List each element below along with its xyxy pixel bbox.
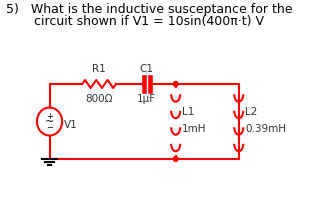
Text: 5)   What is the inductive susceptance for the: 5) What is the inductive susceptance for… (6, 3, 293, 16)
Text: 1μF: 1μF (137, 94, 156, 104)
Text: +: + (46, 112, 53, 121)
Text: V1: V1 (64, 119, 78, 129)
Circle shape (173, 82, 178, 86)
Text: ~: ~ (45, 116, 54, 126)
Text: R1: R1 (92, 64, 106, 74)
Circle shape (173, 156, 178, 162)
Text: 1mH: 1mH (182, 123, 206, 134)
Text: −: − (46, 123, 53, 132)
Text: 800Ω: 800Ω (86, 94, 113, 104)
Text: L1: L1 (182, 107, 194, 116)
Text: C1: C1 (140, 64, 154, 74)
Text: circuit shown if V1 = 10sin(400π·t) V: circuit shown if V1 = 10sin(400π·t) V (6, 15, 264, 28)
Text: 0.39mH: 0.39mH (245, 123, 286, 134)
Text: L2: L2 (245, 107, 258, 116)
